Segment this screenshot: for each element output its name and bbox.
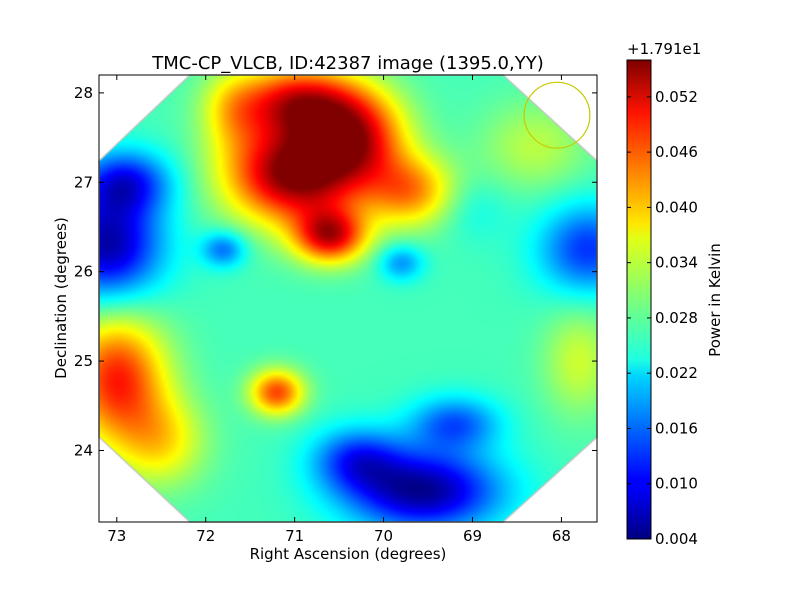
- colorbar-tick-label: 0.022: [655, 364, 698, 382]
- colorbar: 0.004 0.010 0.016 0.022 0.028 0.034 0.040 0.046…: [626, 40, 724, 548]
- colorbar-label: Power in Kelvin: [706, 243, 724, 357]
- y-tick-label: 24: [74, 441, 93, 459]
- x-tick-label: 68: [552, 527, 571, 545]
- colorbar-gradient: [626, 59, 652, 540]
- colorbar-tick-label: 0.016: [655, 419, 698, 437]
- colorbar-tick-label: 0.034: [655, 254, 698, 272]
- heatmap-image: [99, 75, 597, 522]
- plot-frame: [98, 74, 598, 523]
- colorbar-tick-label: 0.004: [655, 530, 698, 548]
- colorbar-tick-label: 0.040: [655, 198, 698, 216]
- colorbar-tick-label: 0.010: [655, 475, 698, 493]
- x-tick-label: 72: [196, 527, 215, 545]
- y-tick-label: 27: [74, 173, 93, 191]
- x-tick-label: 73: [107, 527, 126, 545]
- x-tick-label: 71: [285, 527, 304, 545]
- chart-title: TMC-CP_VLCB, ID:42387 image (1395.0,YY): [151, 53, 543, 74]
- x-tick-label: 70: [374, 527, 393, 545]
- y-tick-label: 26: [74, 263, 93, 281]
- x-axis-label: Right Ascension (degrees): [250, 545, 447, 563]
- colorbar-offset-text: +1.791e1: [627, 40, 701, 58]
- y-axis-label: Declination (degrees): [52, 217, 70, 379]
- y-tick-label: 25: [74, 352, 93, 370]
- colorbar-ticks: 0.004 0.010 0.016 0.022 0.028 0.034 0.040 0.046…: [627, 88, 698, 548]
- colorbar-tick-label: 0.028: [655, 309, 698, 327]
- colorbar-tick-label: 0.052: [655, 88, 698, 106]
- beam-circle: [523, 81, 591, 149]
- heatmap-plot: [98, 74, 598, 523]
- y-axis: 24 25 26 27 28: [74, 84, 597, 459]
- x-tick-label: 69: [463, 527, 482, 545]
- y-tick-label: 28: [74, 84, 93, 102]
- colorbar-tick-label: 0.046: [655, 143, 698, 161]
- x-axis: 73 72 71 70 69 68: [107, 75, 571, 545]
